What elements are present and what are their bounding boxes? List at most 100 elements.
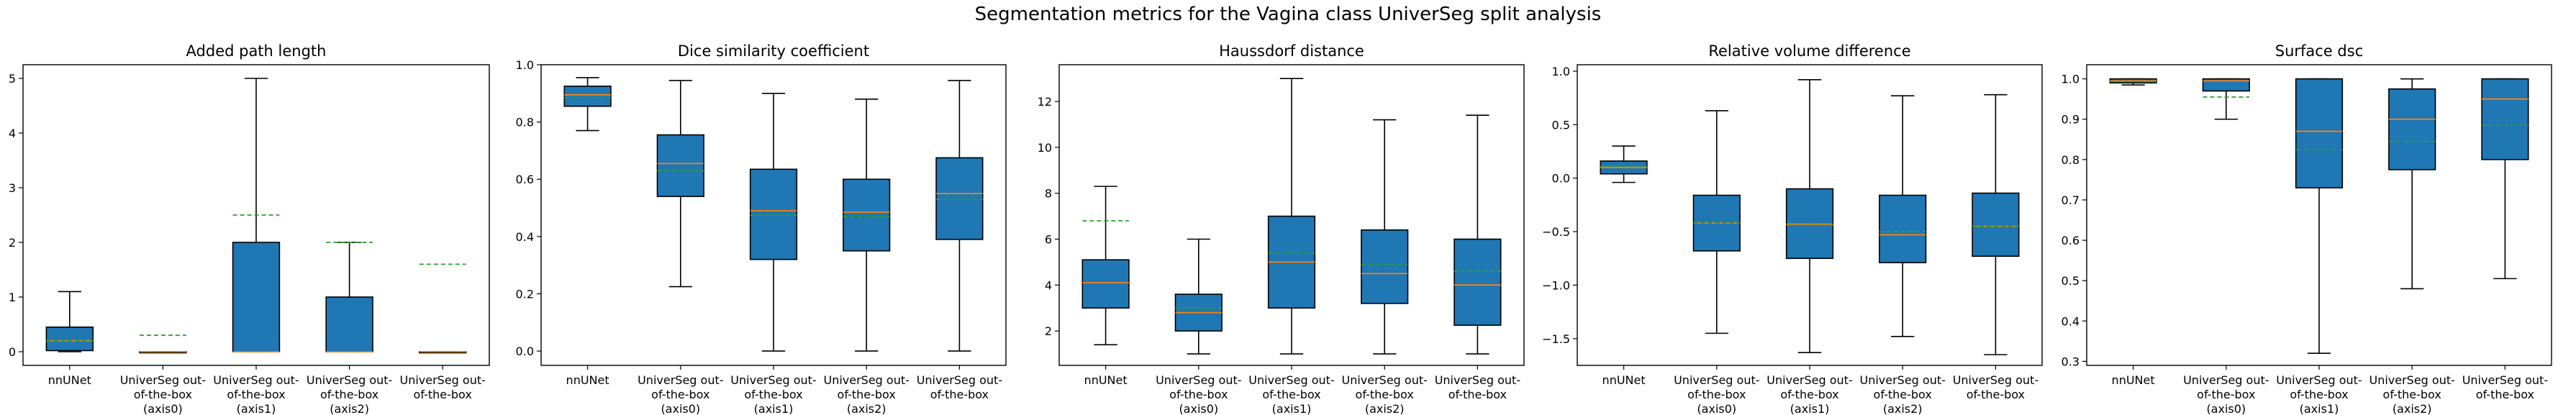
box (563, 86, 612, 107)
x-tick-label: of-the-box (227, 388, 285, 401)
box (325, 296, 373, 352)
x-tick-label: UniverSeg out- (1674, 373, 1759, 387)
y-tick-label: 0.4 (2062, 314, 2080, 328)
y-tick-label: −0.5 (1542, 225, 1570, 239)
y-tick-label: 3 (9, 181, 16, 195)
x-tick-label: of-the-box (1780, 388, 1838, 401)
y-tick-label: 6 (1045, 233, 1052, 247)
y-tick-label: 0.6 (516, 173, 534, 186)
x-tick-label: (axis1) (1272, 402, 1312, 415)
y-tick-label: 0.7 (2062, 193, 2080, 207)
x-tick-label: of-the-box (2383, 388, 2441, 401)
y-tick-label: 0.8 (2062, 153, 2080, 167)
x-tick-label: of-the-box (134, 388, 192, 401)
x-tick-label: (axis2) (330, 402, 369, 415)
y-tick-label: 1.0 (516, 58, 534, 72)
x-tick-label: nnUNet (48, 373, 91, 387)
x-tick-label: UniverSeg out- (307, 373, 392, 387)
x-tick-label: (axis2) (1883, 402, 1923, 415)
box (1453, 238, 1502, 326)
x-tick-label: (axis1) (754, 402, 794, 415)
y-tick-label: 8 (1045, 187, 1052, 201)
x-tick-label: UniverSeg out- (399, 373, 485, 387)
y-tick-label: 4 (1045, 278, 1052, 292)
y-tick-label: 0.0 (516, 345, 534, 358)
x-tick-label: UniverSeg out- (1859, 373, 1945, 387)
x-tick-label: nnUNet (1602, 373, 1646, 387)
y-tick-label: 10 (1038, 141, 1052, 155)
y-tick-label: 0.3 (2062, 355, 2080, 368)
axes-frame (1577, 64, 2043, 366)
x-tick-label: UniverSeg out- (1767, 373, 1852, 387)
x-tick-label: UniverSeg out- (2462, 373, 2548, 387)
x-tick-label: (axis0) (1697, 402, 1736, 415)
x-tick-label: UniverSeg out- (1435, 373, 1520, 387)
box (935, 157, 984, 240)
y-tick-label: 4 (9, 127, 16, 140)
x-tick-label: UniverSeg out- (1953, 373, 2038, 387)
x-tick-label: (axis1) (237, 402, 276, 415)
x-tick-label: UniverSeg out- (2369, 373, 2454, 387)
x-tick-label: (axis2) (1365, 402, 1405, 415)
x-tick-label: of-the-box (2476, 388, 2534, 401)
x-tick-label: of-the-box (1356, 388, 1414, 401)
box (749, 168, 798, 260)
box (45, 326, 94, 352)
axes-frame (2086, 64, 2552, 366)
y-tick-label: 12 (1038, 95, 1052, 109)
x-tick-label: (axis0) (2206, 402, 2246, 415)
x-tick-label: UniverSeg out- (917, 373, 1002, 387)
y-tick-label: 2 (1045, 324, 1052, 338)
y-tick-label: −1.0 (1542, 278, 1570, 292)
x-tick-label: (axis0) (1179, 402, 1218, 415)
y-tick-label: 1.0 (1552, 65, 1570, 78)
x-tick-label: UniverSeg out- (823, 373, 909, 387)
x-tick-label: of-the-box (1169, 388, 1228, 401)
y-tick-label: 0.5 (2062, 274, 2080, 288)
x-tick-label: nnUNet (566, 373, 609, 387)
y-tick-label: 0.8 (516, 116, 534, 129)
axes-frame (540, 64, 1007, 366)
axes-frame (22, 64, 490, 366)
x-tick-label: UniverSeg out- (2183, 373, 2269, 387)
box (2481, 78, 2529, 160)
x-tick-label: UniverSeg out- (730, 373, 816, 387)
x-tick-label: nnUNet (2112, 373, 2155, 387)
x-tick-label: of-the-box (1874, 388, 1932, 401)
box (1081, 259, 1130, 309)
box (1972, 192, 2020, 257)
subplot-title-1: Dice similarity coefficient (678, 42, 869, 60)
x-tick-label: nnUNet (1084, 373, 1128, 387)
x-tick-label: UniverSeg out- (1156, 373, 1241, 387)
x-tick-label: (axis0) (143, 402, 183, 415)
x-tick-label: (axis2) (847, 402, 886, 415)
y-tick-label: −1.5 (1542, 332, 1570, 346)
y-tick-label: 2 (9, 236, 16, 250)
y-tick-label: 0.2 (516, 287, 534, 301)
x-tick-label: of-the-box (1967, 388, 2025, 401)
x-tick-label: UniverSeg out- (1341, 373, 1427, 387)
y-tick-label: 0.5 (1552, 118, 1570, 132)
box (1879, 194, 1927, 263)
x-tick-label: of-the-box (651, 388, 709, 401)
box (2202, 78, 2250, 92)
x-tick-label: of-the-box (1448, 388, 1507, 401)
y-tick-label: 5 (9, 72, 16, 86)
x-tick-label: UniverSeg out- (120, 373, 206, 387)
box (843, 178, 891, 252)
x-tick-label: of-the-box (2197, 388, 2255, 401)
figure-title: Segmentation metrics for the Vagina clas… (975, 4, 1602, 25)
x-tick-label: of-the-box (744, 388, 802, 401)
x-tick-label: UniverSeg out- (638, 373, 723, 387)
x-tick-label: of-the-box (320, 388, 378, 401)
subplot-title-3: Relative volume difference (1708, 42, 1910, 60)
x-tick-label: of-the-box (930, 388, 989, 401)
x-tick-label: UniverSeg out- (2276, 373, 2362, 387)
box (1361, 229, 1409, 304)
y-tick-label: 1 (9, 291, 16, 304)
y-tick-label: 1.0 (2062, 73, 2080, 86)
x-tick-label: (axis1) (1790, 402, 1830, 415)
y-tick-label: 0.4 (516, 230, 534, 244)
x-tick-label: (axis0) (661, 402, 700, 415)
